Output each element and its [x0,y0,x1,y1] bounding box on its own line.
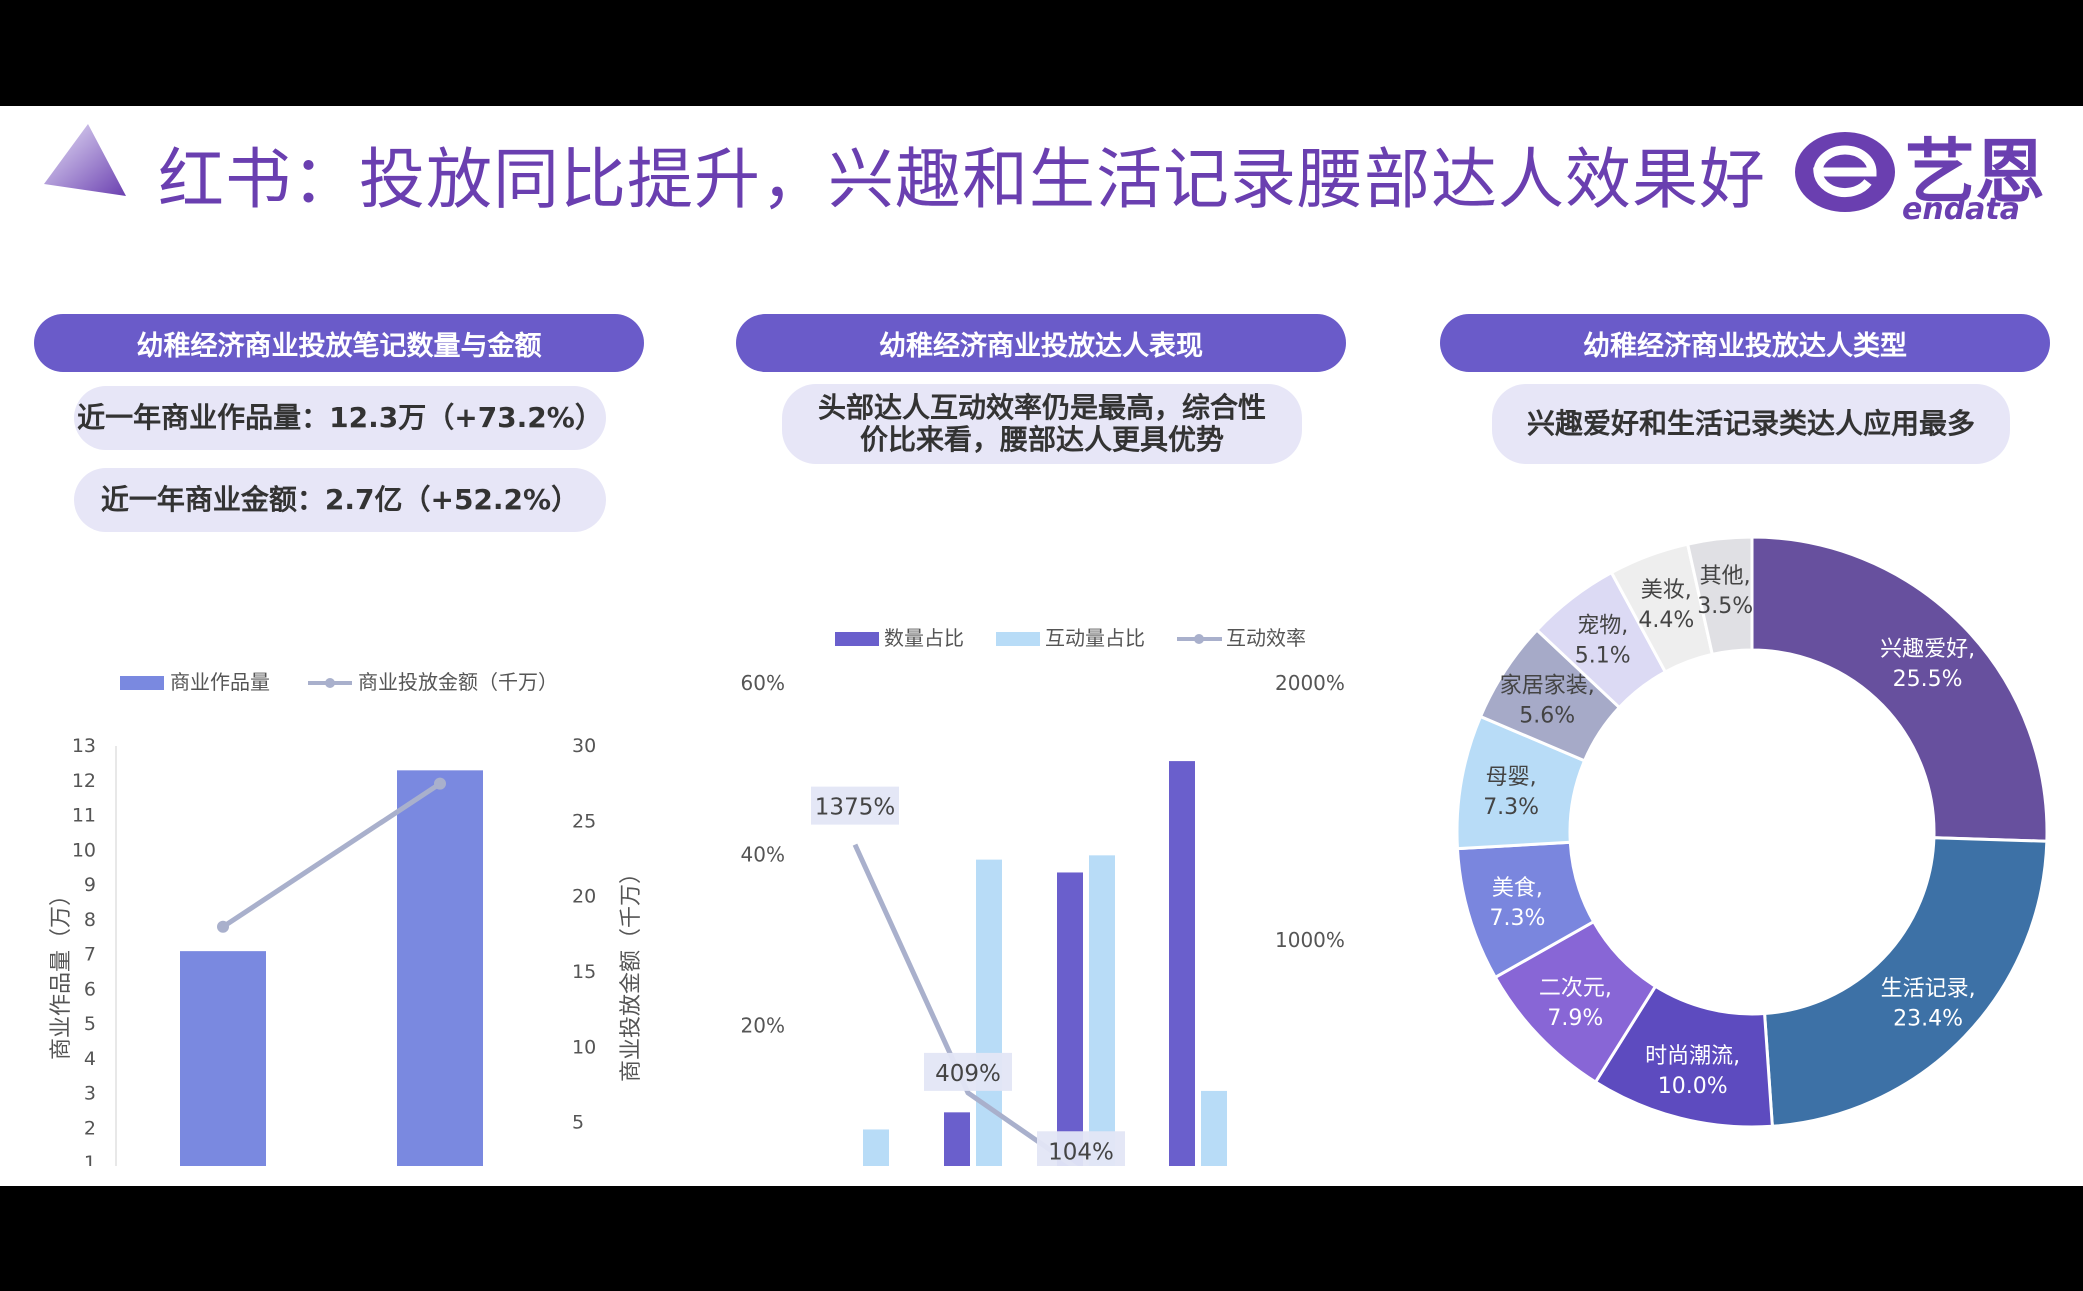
y-tick-label: 6 [84,978,96,1000]
panel2-heading: 幼稚经济商业投放达人表现 [736,314,1346,372]
y-axis-label: 商业作品量（万） [49,884,74,1060]
legend-label-efficiency: 互动效率 [1226,626,1306,650]
slice-label: 其他, [1700,564,1751,589]
efficiency-label-box [1037,1131,1125,1166]
y2-tick-label: 15 [572,961,596,983]
y-tick-label: 1 [84,1152,96,1166]
legend-label-amount: 商业投放金额（千万） [358,670,558,694]
slice-value: 3.5% [1697,594,1753,619]
panel3-heading: 幼稚经济商业投放达人类型 [1440,314,2050,372]
y-tick-label: 4 [84,1048,96,1070]
slice-value: 4.4% [1638,608,1694,633]
slice-value: 10.0% [1658,1074,1728,1099]
slice-label: 时尚潮流, [1645,1044,1740,1069]
slice-label: 兴趣爱好, [1880,637,1975,662]
y-tick-label: 9 [84,874,96,896]
y2-tick-label: 5 [572,1112,584,1134]
bar-works [397,770,483,1166]
bar-works [180,951,266,1166]
y2-tick-label: 20 [572,886,596,908]
logo-subtext: endata [1902,192,2021,227]
title-decoration-icon [44,124,126,196]
chart-creator-types: 兴趣爱好, 25.5% 生活记录, 23.4% 时尚潮流, 10.0% 二次元, 7.9% 美食… [1455,535,2049,1129]
y-tick-label: 7 [84,944,96,966]
y-tick-label: 3 [84,1083,96,1105]
slice-value: 5.1% [1575,643,1631,668]
panel2-note: 头部达人互动效率仍是最高，综合性 价比来看，腰部达人更具优势 [782,384,1302,464]
panel1-note-2: 近一年商业金额：2.7亿（+52.2%） [74,468,606,532]
bar-interaction-share [1201,1090,1227,1166]
legend-swatch-interaction [996,632,1040,646]
panel1-heading: 幼稚经济商业投放笔记数量与金额 [34,314,644,372]
efficiency-label: 409% [935,1061,1001,1087]
donut-slice [1685,535,1754,657]
y-tick-label: 10 [72,839,96,861]
donut-slice [1750,535,2049,843]
legend-swatch-count [835,632,879,646]
slice-label: 宠物, [1577,613,1628,638]
y2-tick-label: 1000% [1275,928,1345,952]
slice-label: 母婴, [1486,765,1537,790]
legend-marker-efficiency [1194,634,1204,644]
y2-tick-label: 25 [572,810,596,832]
legend-swatch-works [120,676,164,690]
y-tick-label: 40% [741,842,785,866]
logo-icon [1795,132,1895,212]
chart-works-amount: 商业作品量商业投放金额（千万）0123456789101112130510152… [49,670,644,1166]
point-amount [434,777,446,790]
line-amount [221,781,442,929]
slice-value: 7.3% [1483,795,1539,820]
slide: 红书：投放同比提升，兴趣和生活记录腰部达人效果好 艺恩 endata 幼稚经济商… [0,106,2083,1186]
panel2-note-line-2: 价比来看，腰部达人更具优势 [859,423,1224,456]
slice-label: 二次元, [1539,976,1612,1001]
y-tick-label: 12 [72,770,96,792]
slice-value: 25.5% [1893,667,1963,692]
line-efficiency [852,843,1078,1166]
y-tick-label: 20% [741,1014,785,1038]
y-tick-label: 5 [84,1013,96,1035]
y-tick-label: 8 [84,909,96,931]
y2-axis-label: 商业投放金额（千万） [619,862,644,1082]
bar-interaction-share [1089,855,1115,1166]
y-tick-label: 2 [84,1117,96,1139]
efficiency-label: 1375% [815,795,895,821]
slice-value: 23.4% [1893,1007,1963,1032]
legend-marker-amount [325,678,335,688]
slice-label: 美食, [1492,876,1543,901]
y2-tick-label: 30 [572,735,596,757]
efficiency-label: 104% [1048,1139,1114,1165]
efficiency-label-box [811,786,899,825]
slice-value: 7.9% [1547,1006,1603,1031]
bar-count-share [1169,761,1195,1166]
donut-slice [1762,836,2049,1128]
slice-value: 7.3% [1489,906,1545,931]
bar-count-share [944,1112,970,1166]
legend-label-count: 数量占比 [884,626,964,650]
slice-label: 生活记录, [1881,977,1976,1002]
logo-text: 艺恩 [1905,131,2045,213]
y2-tick-label: 2000% [1275,671,1345,695]
point-amount [217,920,229,933]
page-title: 红书：投放同比提升，兴趣和生活记录腰部达人效果好 [158,141,1766,218]
legend-label-interaction: 互动量占比 [1045,626,1145,650]
y-tick-label: 60% [741,671,785,695]
slice-label: 美妆, [1641,578,1692,603]
chart-creator-performance: 数量占比互动量占比互动效率0%20%40%60%0%1000%2000%头部达人… [741,626,1345,1166]
bar-count-share [1057,872,1083,1166]
panel3-note: 兴趣爱好和生活记录类达人应用最多 [1492,384,2010,464]
slice-value: 5.6% [1519,703,1575,728]
bar-interaction-share [863,1129,889,1166]
slice-label: 家居家装, [1500,673,1595,698]
bar-interaction-share [976,859,1002,1166]
panel1-note-1: 近一年商业作品量：12.3万（+73.2%） [74,386,606,450]
efficiency-label-box [924,1052,1012,1091]
legend-label-works: 商业作品量 [170,670,270,694]
panel2-note-line-1: 头部达人互动效率仍是最高，综合性 [817,391,1266,424]
y-tick-label: 13 [72,735,96,757]
y2-tick-label: 10 [572,1036,596,1058]
y-tick-label: 11 [72,805,96,827]
